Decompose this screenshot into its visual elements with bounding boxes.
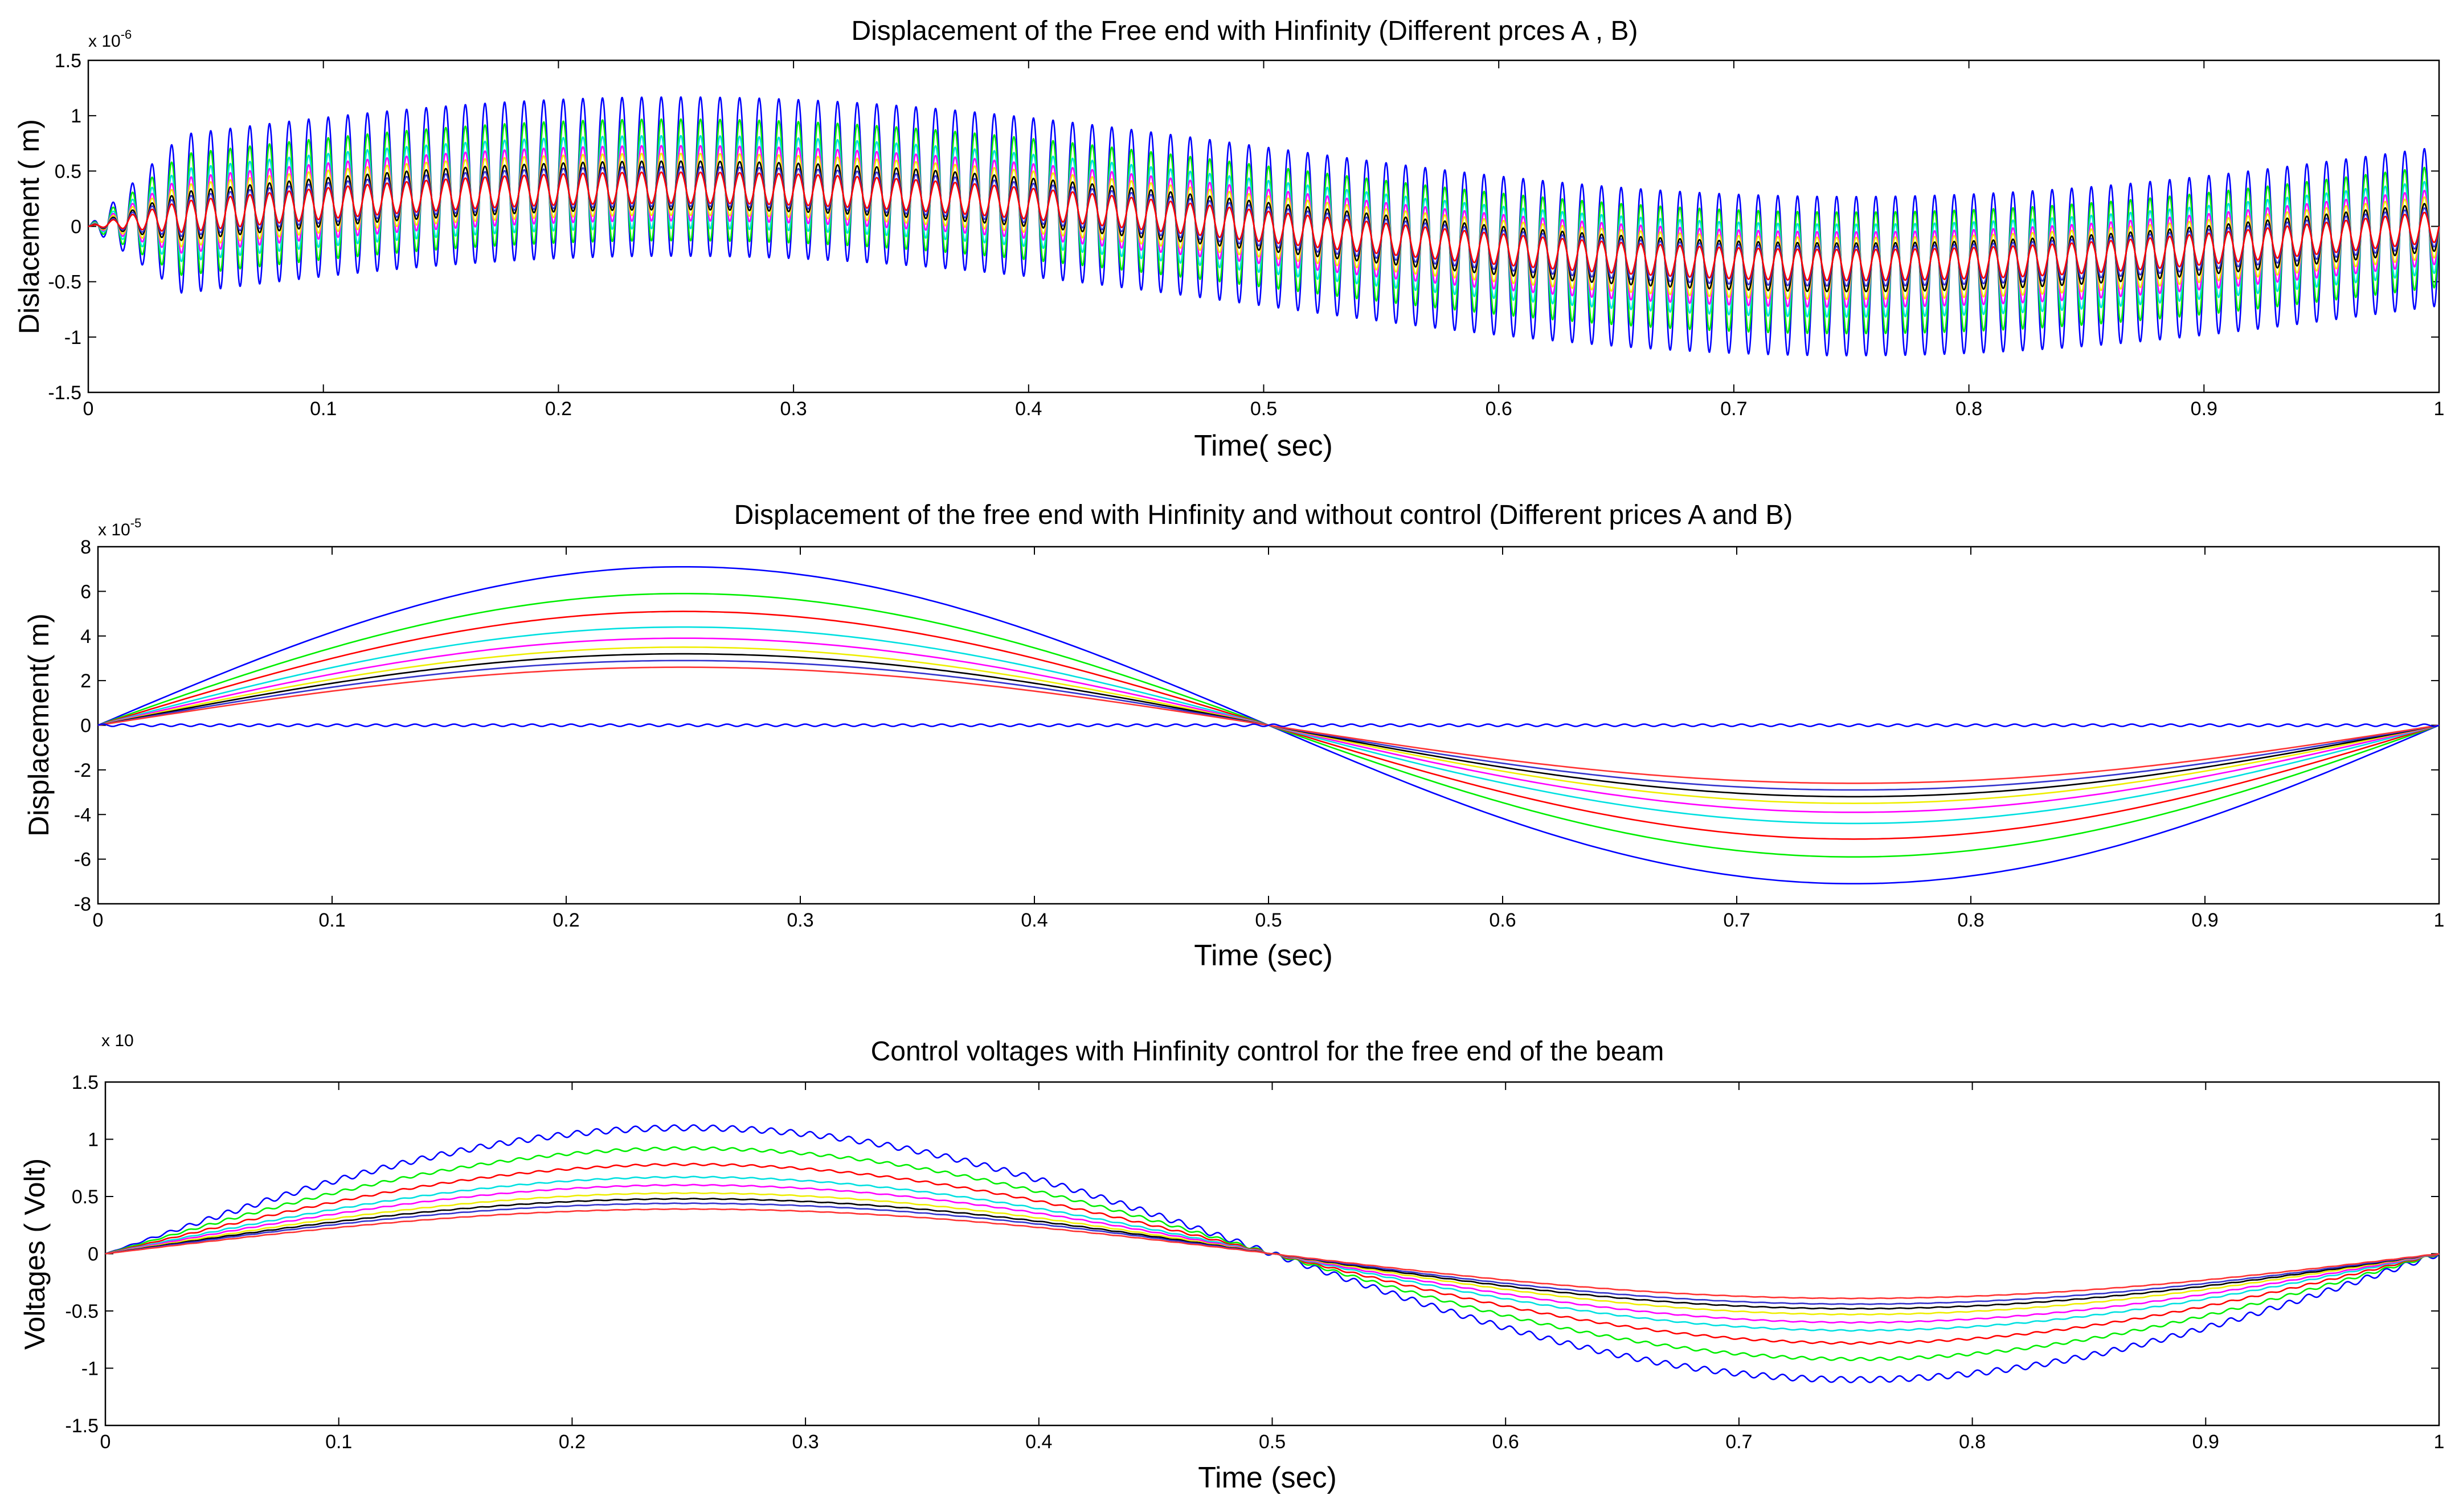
y-axis-label: Voltages ( Volt) <box>19 1158 51 1350</box>
y-tick-label: 1 <box>71 105 81 127</box>
chart-title: Displacement of the free end with Hinfin… <box>734 500 1793 530</box>
x-axis: 0 0.1 0.2 0.3 0.4 0.5 0.6 0.7 0.8 0.9 1 <box>100 1082 2445 1453</box>
x-axis: 0 0.1 0.2 0.3 0.4 0.5 0.6 0.7 0.8 0.9 1 <box>83 60 2445 420</box>
series-line-controlled-hinfinity- <box>97 723 2440 727</box>
y-tick-label: -2 <box>74 760 91 781</box>
x-tick-label: 0.8 <box>1957 909 1984 931</box>
y-tick-label: -8 <box>74 894 91 915</box>
x-tick-label: 0.8 <box>1955 398 1982 420</box>
x-tick-label: 0.2 <box>545 398 572 420</box>
x-tick-label: 0.1 <box>318 909 345 931</box>
y-tick-label: -6 <box>74 849 91 871</box>
y-tick-label: 0.5 <box>55 161 81 182</box>
x-tick-label: 0.9 <box>2191 398 2217 420</box>
x-tick-label: 0.5 <box>1250 398 1277 420</box>
chart-panel-1: Displacement of the Free end with Hinfin… <box>13 16 2444 462</box>
y-tick-label: 1 <box>88 1129 99 1151</box>
x-tick-label: 0.9 <box>2192 1431 2219 1453</box>
series-line-red <box>88 171 2440 281</box>
y-axis: 1.5 1 0.5 0 -0.5 -1 -1.5 <box>65 1072 2439 1437</box>
x-tick-label: 0.4 <box>1015 398 1042 420</box>
y-tick-label: -4 <box>74 804 91 826</box>
x-tick-label: 0.6 <box>1489 909 1516 931</box>
series-line-red-2 <box>105 1208 2440 1300</box>
chart-panel-3: Control voltages with Hinfinity control … <box>19 1031 2444 1494</box>
y-axis: 1.5 1 0.5 0 -0.5 -1 -1.5 <box>48 50 2439 404</box>
y-exponent: x 10-5 <box>98 516 141 539</box>
y-tick-label: -0.5 <box>65 1301 99 1322</box>
chart-panel-2: Displacement of the free end with Hinfin… <box>23 500 2444 972</box>
series-layer <box>97 566 2440 884</box>
x-tick-label: 1 <box>2434 909 2445 931</box>
y-tick-label: 8 <box>80 536 91 558</box>
series-layer <box>88 96 2440 357</box>
y-tick-label: 4 <box>80 626 91 648</box>
y-tick-label: 1.5 <box>72 1072 99 1093</box>
x-tick-label: 0.2 <box>559 1431 586 1453</box>
x-axis-label: Time( sec) <box>1194 429 1333 462</box>
x-tick-label: 0.7 <box>1720 398 1747 420</box>
x-tick-label: 0 <box>100 1431 111 1453</box>
x-tick-label: 0.1 <box>310 398 337 420</box>
x-tick-label: 0.6 <box>1486 398 1512 420</box>
y-tick-label: 0 <box>71 216 81 238</box>
x-tick-label: 0.3 <box>780 398 807 420</box>
x-tick-label: 0.4 <box>1021 909 1048 931</box>
x-tick-label: 0.7 <box>1725 1431 1752 1453</box>
y-tick-label: 6 <box>80 581 91 603</box>
series-layer <box>105 1124 2440 1383</box>
x-tick-label: 0.3 <box>787 909 813 931</box>
x-tick-label: 0.9 <box>2191 909 2218 931</box>
y-tick-label: 0.5 <box>72 1186 99 1208</box>
chart-title: Control voltages with Hinfinity control … <box>871 1036 1664 1067</box>
x-tick-label: 0.5 <box>1255 909 1282 931</box>
y-exponent: x 10 <box>101 1031 134 1050</box>
x-tick-label: 0.8 <box>1959 1431 1986 1453</box>
chart-title: Displacement of the Free end with Hinfin… <box>851 16 1638 46</box>
x-axis-label: Time (sec) <box>1194 939 1333 972</box>
y-tick-label: -0.5 <box>48 272 81 293</box>
x-tick-label: 0 <box>83 398 94 420</box>
x-tick-label: 0 <box>93 909 104 931</box>
y-tick-label: -1 <box>64 327 81 349</box>
x-tick-label: 1 <box>2434 1431 2445 1453</box>
x-tick-label: 0.6 <box>1492 1431 1519 1453</box>
x-tick-label: 0.2 <box>553 909 579 931</box>
x-axis-label: Time (sec) <box>1198 1461 1337 1494</box>
y-tick-label: 0 <box>88 1244 99 1265</box>
x-tick-label: 1 <box>2434 398 2445 420</box>
y-tick-label: 1.5 <box>55 50 81 72</box>
y-tick-label: 2 <box>80 670 91 692</box>
x-tick-label: 0.5 <box>1259 1431 1286 1453</box>
y-axis-label: Dislacement ( m) <box>13 119 45 334</box>
y-axis-label: Displacement( m) <box>23 613 55 837</box>
y-axis: 8 6 4 2 0 -2 -4 -6 -8 <box>74 536 2439 915</box>
x-tick-label: 0.1 <box>325 1431 352 1453</box>
y-tick-label: -1.5 <box>65 1415 99 1437</box>
x-tick-label: 0.3 <box>792 1431 819 1453</box>
x-tick-label: 0.7 <box>1723 909 1750 931</box>
y-tick-label: 0 <box>80 715 91 737</box>
y-tick-label: -1 <box>81 1358 99 1380</box>
x-tick-label: 0.4 <box>1025 1431 1052 1453</box>
y-tick-label: -1.5 <box>48 382 81 404</box>
x-axis: 0 0.1 0.2 0.3 0.4 0.5 0.6 0.7 0.8 0.9 1 <box>93 547 2445 931</box>
y-exponent: x 10-6 <box>88 27 132 51</box>
